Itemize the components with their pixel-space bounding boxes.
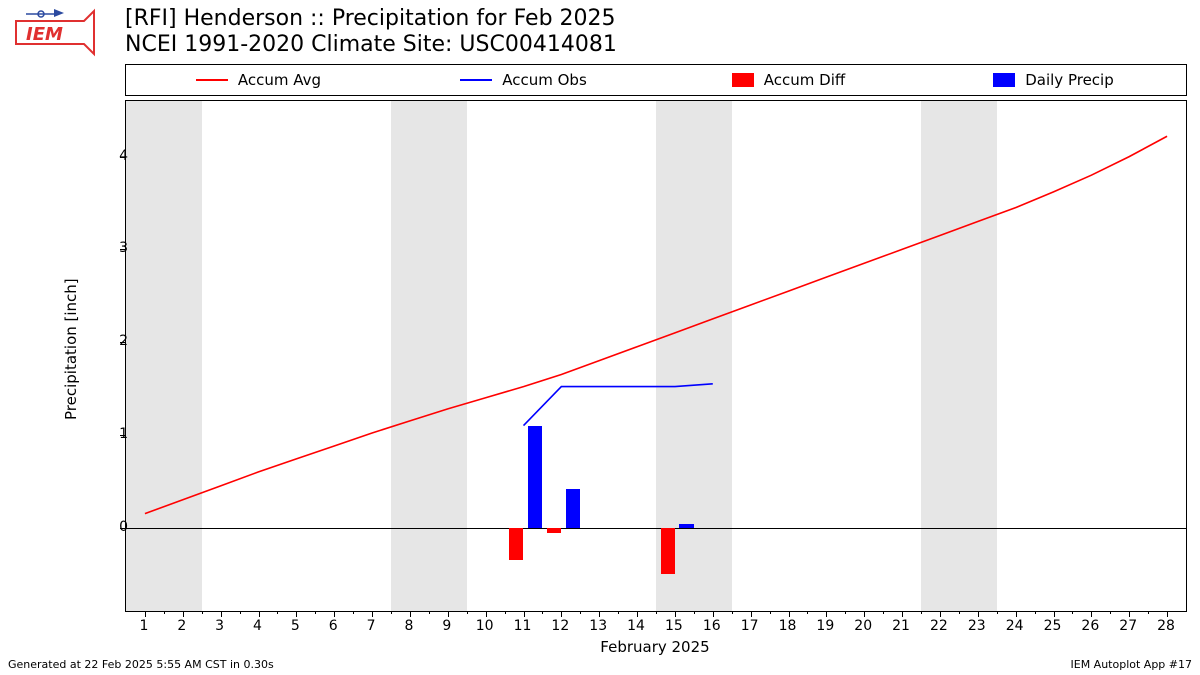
chart-subtitle: NCEI 1991-2020 Climate Site: USC00414081 xyxy=(125,32,617,57)
xtick-label: 19 xyxy=(810,618,840,634)
xtick-label: 22 xyxy=(924,618,954,634)
legend-accum-avg: Accum Avg xyxy=(126,71,391,89)
iem-logo: IEM xyxy=(6,6,96,62)
chart-title: [RFI] Henderson :: Precipitation for Feb… xyxy=(125,6,616,31)
bar xyxy=(528,426,542,528)
yaxis-title: Precipitation [inch] xyxy=(62,278,80,420)
footer-right: IEM Autoplot App #17 xyxy=(1071,658,1193,671)
xtick-label: 26 xyxy=(1075,618,1105,634)
chart-svg xyxy=(126,101,1186,611)
xtick-label: 28 xyxy=(1151,618,1181,634)
ytick-label: 0 xyxy=(88,519,128,535)
bar xyxy=(566,489,580,528)
xtick-label: 5 xyxy=(280,618,310,634)
xtick-label: 14 xyxy=(621,618,651,634)
xtick-label: 3 xyxy=(205,618,235,634)
legend-daily-precip: Daily Precip xyxy=(921,71,1186,89)
bar xyxy=(509,528,523,560)
legend-label: Accum Obs xyxy=(502,71,587,89)
xtick-label: 10 xyxy=(470,618,500,634)
xtick-label: 15 xyxy=(659,618,689,634)
xtick-label: 13 xyxy=(583,618,613,634)
xtick-label: 21 xyxy=(886,618,916,634)
legend-accum-obs: Accum Obs xyxy=(391,71,656,89)
bar xyxy=(661,528,675,574)
xtick-label: 2 xyxy=(167,618,197,634)
xtick-label: 25 xyxy=(1038,618,1068,634)
svg-text:IEM: IEM xyxy=(26,24,63,45)
xtick-label: 27 xyxy=(1113,618,1143,634)
bar xyxy=(679,524,693,528)
footer-left: Generated at 22 Feb 2025 5:55 AM CST in … xyxy=(8,658,274,671)
ytick-label: 1 xyxy=(88,426,128,442)
xtick-label: 12 xyxy=(545,618,575,634)
xaxis-title: February 2025 xyxy=(555,638,755,656)
xtick-label: 11 xyxy=(508,618,538,634)
xtick-label: 9 xyxy=(432,618,462,634)
xtick-label: 24 xyxy=(1000,618,1030,634)
legend-label: Daily Precip xyxy=(1025,71,1114,89)
legend-accum-diff: Accum Diff xyxy=(656,71,921,89)
xtick-label: 17 xyxy=(735,618,765,634)
ytick-label: 2 xyxy=(88,333,128,349)
legend-label: Accum Avg xyxy=(238,71,321,89)
xtick-label: 18 xyxy=(773,618,803,634)
xtick-label: 16 xyxy=(697,618,727,634)
plot-area xyxy=(125,100,1187,612)
xtick-label: 4 xyxy=(243,618,273,634)
xtick-label: 7 xyxy=(356,618,386,634)
legend: Accum Avg Accum Obs Accum Diff Daily Pre… xyxy=(125,64,1187,96)
xtick-label: 8 xyxy=(394,618,424,634)
ytick-label: 3 xyxy=(88,240,128,256)
legend-label: Accum Diff xyxy=(764,71,845,89)
xtick-label: 1 xyxy=(129,618,159,634)
xtick-label: 6 xyxy=(318,618,348,634)
xtick-label: 23 xyxy=(962,618,992,634)
ytick-label: 4 xyxy=(88,148,128,164)
xtick-label: 20 xyxy=(848,618,878,634)
bar xyxy=(547,528,561,534)
